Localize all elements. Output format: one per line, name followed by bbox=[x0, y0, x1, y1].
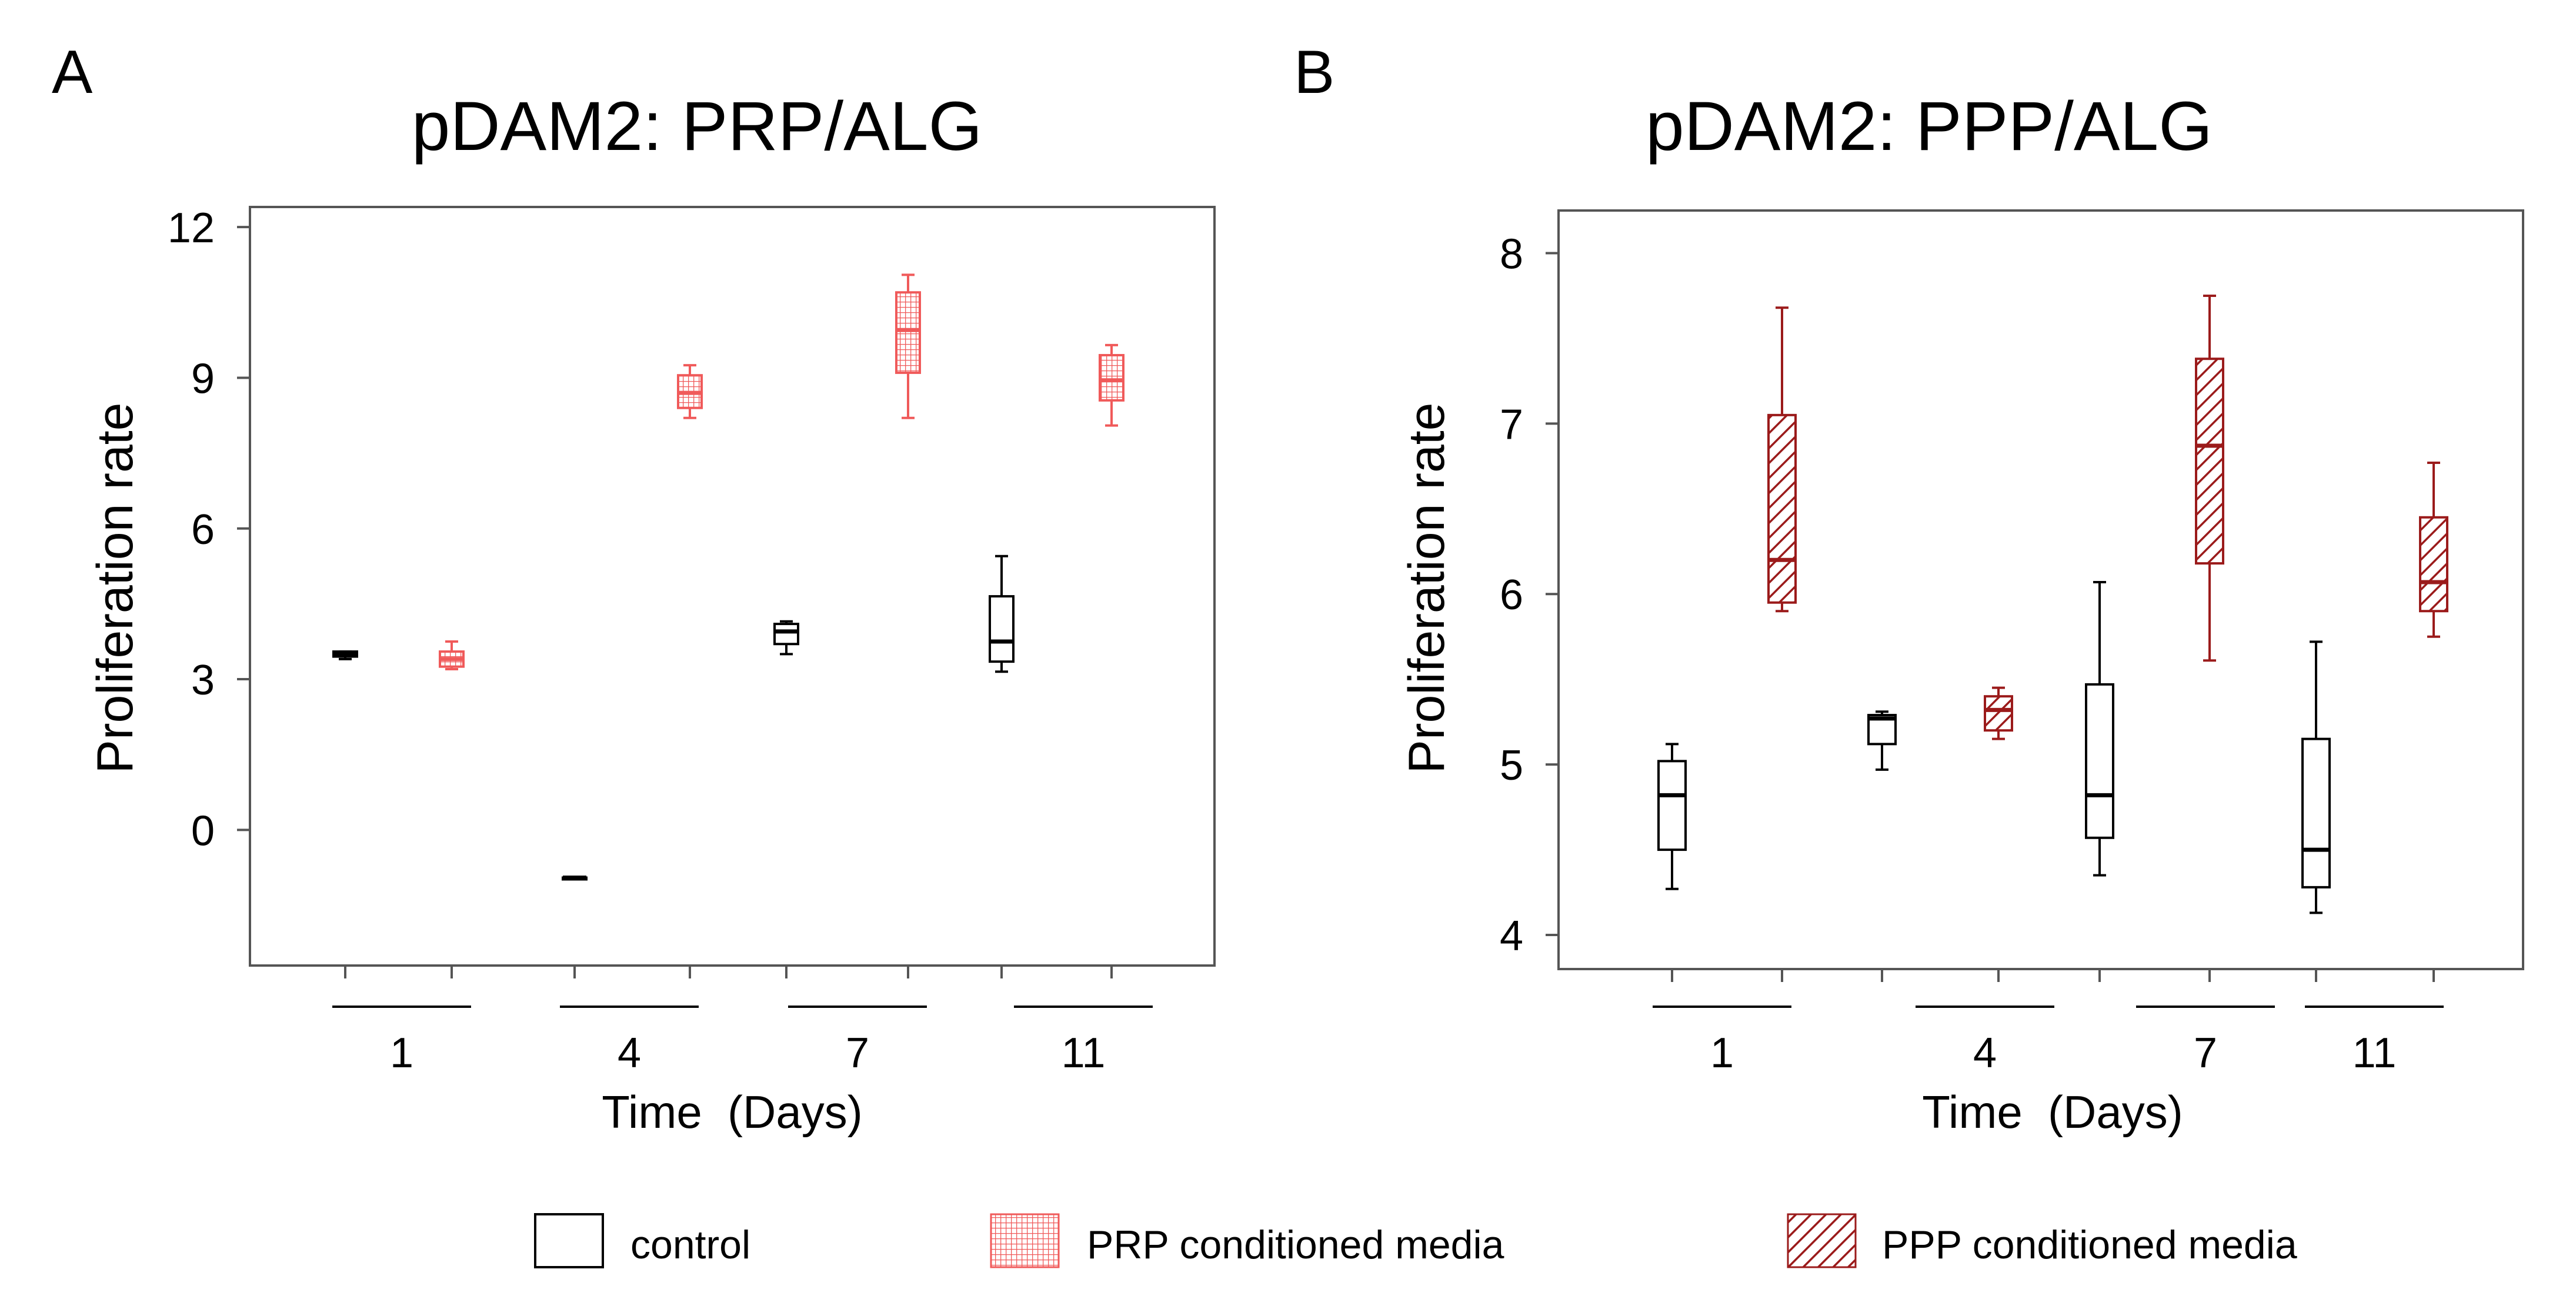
panel-b-label: B bbox=[1294, 38, 1334, 106]
panel-a-y-axis: 12 9 6 3 0 bbox=[168, 205, 250, 854]
panel-b-y-tick-label: 8 bbox=[1500, 231, 1523, 278]
panel-a-box-control-day-7 bbox=[773, 620, 799, 656]
panel-a-box-prp-day-11 bbox=[1099, 343, 1125, 427]
panel-a-title: pDAM2: PRP/ALG bbox=[412, 88, 983, 165]
panel-b-title: pDAM2: PPP/ALG bbox=[1646, 88, 2213, 165]
legend-label-control: control bbox=[630, 1222, 750, 1267]
legend-swatch-control bbox=[534, 1213, 604, 1268]
box bbox=[2195, 358, 2224, 565]
box bbox=[773, 623, 799, 646]
panel-a-box-prp-day-4 bbox=[677, 364, 703, 419]
panel-b-box-control-day-4 bbox=[1867, 710, 1897, 771]
panel-b-box-ppp-day-1 bbox=[1767, 306, 1797, 613]
panel-b-y-axis: 8 7 6 5 4 bbox=[1500, 231, 1559, 960]
panel-a-plot-frame bbox=[249, 206, 1216, 967]
panel-a-y-tick-label: 3 bbox=[191, 657, 215, 704]
box bbox=[2419, 516, 2448, 613]
legend-swatch-ppp bbox=[1787, 1213, 1857, 1268]
panel-a-box-control-day-11 bbox=[989, 555, 1015, 673]
panel-b-box-control-day-11 bbox=[2301, 640, 2331, 914]
panel-b-y-tick-label: 6 bbox=[1500, 572, 1523, 619]
box bbox=[1099, 354, 1125, 402]
box bbox=[1767, 413, 1797, 604]
panel-a-y-tick-label: 9 bbox=[191, 355, 215, 402]
panel-b-y-tick-label: 7 bbox=[1500, 401, 1523, 448]
panel-a-x-tick-label: 7 bbox=[846, 1030, 869, 1077]
panel-b-x-tick-label: 11 bbox=[2353, 1030, 2397, 1077]
panel-b-box-ppp-day-4 bbox=[1984, 686, 2013, 740]
box bbox=[895, 291, 921, 374]
panel-b-box-ppp-day-7 bbox=[2195, 294, 2224, 662]
box bbox=[2301, 737, 2331, 889]
panel-a-boxes bbox=[332, 273, 1125, 881]
box bbox=[1984, 695, 2013, 732]
panel-a: A pDAM2: PRP/ALG 12 9 6 3 0 Proliferation ra… bbox=[52, 38, 1216, 1138]
panel-b-x-axis-label: Time (Days) bbox=[1922, 1086, 2183, 1138]
panel-a-label: A bbox=[52, 38, 93, 106]
legend-swatch-prp bbox=[990, 1213, 1060, 1268]
panel-b-box-control-day-1 bbox=[1657, 743, 1687, 890]
box bbox=[1657, 760, 1687, 851]
panel-b-y-axis-label: Proliferation rate bbox=[1399, 403, 1455, 774]
legend: control PRP conditioned media PPP condit… bbox=[534, 1213, 2297, 1268]
panel-b-x-tick-label: 1 bbox=[1710, 1030, 1734, 1077]
legend-label-ppp: PPP conditioned media bbox=[1882, 1222, 2297, 1267]
panel-b-y-tick-label: 5 bbox=[1500, 742, 1523, 789]
box bbox=[2085, 683, 2114, 839]
panel-a-y-tick-label: 12 bbox=[168, 205, 215, 252]
panel-a-x-axis-label: Time (Days) bbox=[602, 1086, 862, 1138]
panel-b-x-tick-label: 7 bbox=[2194, 1030, 2217, 1077]
panel-b-box-control-day-7 bbox=[2085, 580, 2114, 877]
panel-b-box-ppp-day-11 bbox=[2419, 462, 2448, 638]
legend-label-prp: PRP conditioned media bbox=[1087, 1222, 1504, 1267]
panel-b-plot-frame bbox=[1557, 209, 2524, 970]
panel-a-y-tick-label: 6 bbox=[191, 506, 215, 553]
panel-a-x-tick-label: 11 bbox=[1062, 1030, 1106, 1077]
panel-b-y-tick-label: 4 bbox=[1500, 913, 1523, 960]
panel-b-boxes bbox=[1657, 294, 2448, 914]
panel-a-y-axis-label: Proliferation rate bbox=[87, 403, 144, 774]
panel-a-x-axis: 1 4 7 11 bbox=[332, 966, 1153, 1077]
panel-b-x-tick-label: 4 bbox=[1973, 1030, 1997, 1077]
box bbox=[989, 595, 1015, 663]
panel-a-box-control-day-4 bbox=[562, 875, 588, 881]
panel-b: B pDAM2: PPP/ALG 8 7 6 5 4 Proliferation rat… bbox=[1294, 38, 2524, 1138]
panel-a-box-prp-day-7 bbox=[895, 273, 921, 419]
panel-a-box-control-day-1 bbox=[332, 650, 358, 660]
panel-b-x-axis: 1 4 7 11 bbox=[1653, 969, 2444, 1077]
panel-a-x-tick-label: 1 bbox=[390, 1030, 413, 1077]
panel-a-y-tick-label: 0 bbox=[191, 807, 215, 854]
panel-a-box-prp-day-1 bbox=[439, 640, 465, 670]
panel-a-x-tick-label: 4 bbox=[618, 1030, 641, 1077]
